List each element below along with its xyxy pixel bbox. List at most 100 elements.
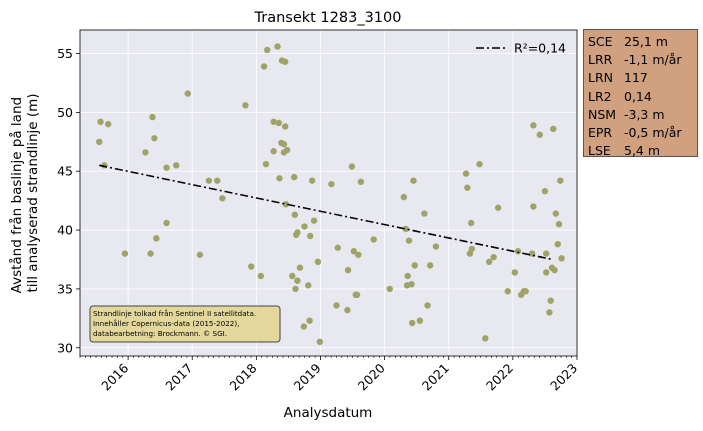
- data-point: [333, 302, 340, 309]
- data-point: [147, 250, 154, 257]
- data-note-box: [89, 305, 281, 343]
- data-point: [105, 120, 112, 128]
- stat-row-lr2: LR2 0,14: [588, 88, 693, 106]
- data-point: [307, 232, 314, 240]
- stat-key: EPR: [588, 125, 613, 141]
- data-point: [142, 149, 149, 156]
- data-point: [248, 263, 255, 270]
- data-point: [282, 58, 289, 65]
- data-point: [260, 63, 268, 70]
- stat-key: LSE: [588, 143, 611, 159]
- data-point: [97, 118, 104, 125]
- plot-frame: [79, 29, 578, 357]
- stat-value: -3,3 m: [624, 106, 665, 122]
- trend-line: [99, 164, 553, 261]
- data-point: [464, 184, 471, 191]
- data-point: [511, 269, 518, 276]
- data-point: [421, 210, 428, 217]
- data-point: [280, 140, 288, 148]
- data-point: [294, 229, 301, 236]
- data-point: [355, 251, 362, 258]
- data-point: [467, 219, 475, 227]
- data-point: [350, 248, 358, 255]
- data-point: [543, 250, 550, 257]
- data-point: [552, 210, 560, 217]
- grid-lines: [80, 30, 578, 356]
- x-axis-label: Analysdatum: [284, 405, 373, 421]
- data-point: [306, 317, 313, 324]
- data-point: [300, 323, 308, 330]
- stat-value: 0,14: [624, 88, 652, 104]
- y-axis-label-line1: Avstånd från baslinje på land: [8, 97, 25, 293]
- data-point: [485, 258, 493, 266]
- data-point: [96, 138, 103, 146]
- data-point: [550, 125, 557, 133]
- stat-key: NSM: [588, 106, 617, 122]
- data-point: [121, 250, 129, 257]
- data-point: [310, 217, 318, 224]
- x-tick-label: 2022: [483, 360, 516, 393]
- data-point: [270, 118, 277, 125]
- data-point: [205, 177, 213, 184]
- data-point: [554, 240, 561, 248]
- data-point: [294, 277, 301, 284]
- data-point: [557, 177, 564, 184]
- stat-row-nsm: NSM -3,3 m: [588, 106, 693, 124]
- stat-value: -1,1 m/år: [624, 52, 682, 68]
- data-point: [282, 123, 289, 130]
- data-point: [504, 288, 511, 295]
- data-point: [370, 236, 377, 243]
- data-point: [301, 223, 308, 230]
- data-note-line: Innehåller Copernicus-data (2015-2022),: [93, 319, 239, 328]
- data-point: [543, 269, 550, 276]
- data-point: [353, 291, 361, 299]
- data-point: [482, 335, 489, 342]
- data-point: [163, 219, 170, 227]
- data-point: [264, 46, 271, 54]
- data-points: [96, 43, 565, 346]
- data-point: [541, 188, 549, 195]
- statistics-box: SCE 25,1 m LRR -1,1 m/år LRN 117 LR2 0,14 NS…: [583, 29, 698, 159]
- data-point: [558, 255, 565, 262]
- data-point: [546, 309, 553, 316]
- x-tick-label: 2019: [291, 360, 324, 393]
- stat-row-lrr: LRR -1,1 m/år: [588, 51, 693, 69]
- x-tick-label: 2017: [162, 360, 195, 393]
- data-point: [289, 272, 296, 280]
- data-point: [386, 285, 393, 293]
- legend-label: R²=0,14: [514, 41, 566, 56]
- data-point: [262, 160, 270, 168]
- data-point: [274, 43, 281, 50]
- data-point: [536, 131, 544, 138]
- data-point: [151, 135, 158, 142]
- data-point: [530, 122, 537, 129]
- data-point: [490, 253, 497, 261]
- data-point: [402, 225, 409, 233]
- data-point: [410, 177, 417, 184]
- data-point: [514, 248, 522, 255]
- x-tick-label: 2016: [98, 360, 131, 393]
- stat-value: 5,4 m: [624, 143, 661, 159]
- data-point: [296, 264, 304, 271]
- data-point: [462, 170, 470, 177]
- data-point: [275, 119, 282, 127]
- stat-value: 25,1 m: [624, 34, 668, 49]
- stat-key: LRN: [588, 70, 613, 86]
- plot-background: [80, 30, 577, 356]
- stat-key: LRR: [588, 52, 613, 68]
- data-point: [257, 272, 265, 280]
- data-point: [408, 319, 416, 327]
- data-point: [426, 262, 434, 269]
- data-point: [400, 193, 408, 201]
- data-point: [344, 266, 352, 274]
- data-note: Strandlinje tolkad från Sentinel II sate…: [89, 305, 281, 343]
- data-point: [291, 211, 299, 218]
- x-tick-label: 2021: [419, 360, 452, 393]
- data-point: [184, 90, 191, 97]
- chart-title: Transekt 1283_3100: [254, 10, 402, 26]
- data-point: [283, 146, 291, 154]
- data-point: [476, 160, 483, 168]
- data-point: [547, 297, 554, 304]
- data-point: [416, 317, 424, 324]
